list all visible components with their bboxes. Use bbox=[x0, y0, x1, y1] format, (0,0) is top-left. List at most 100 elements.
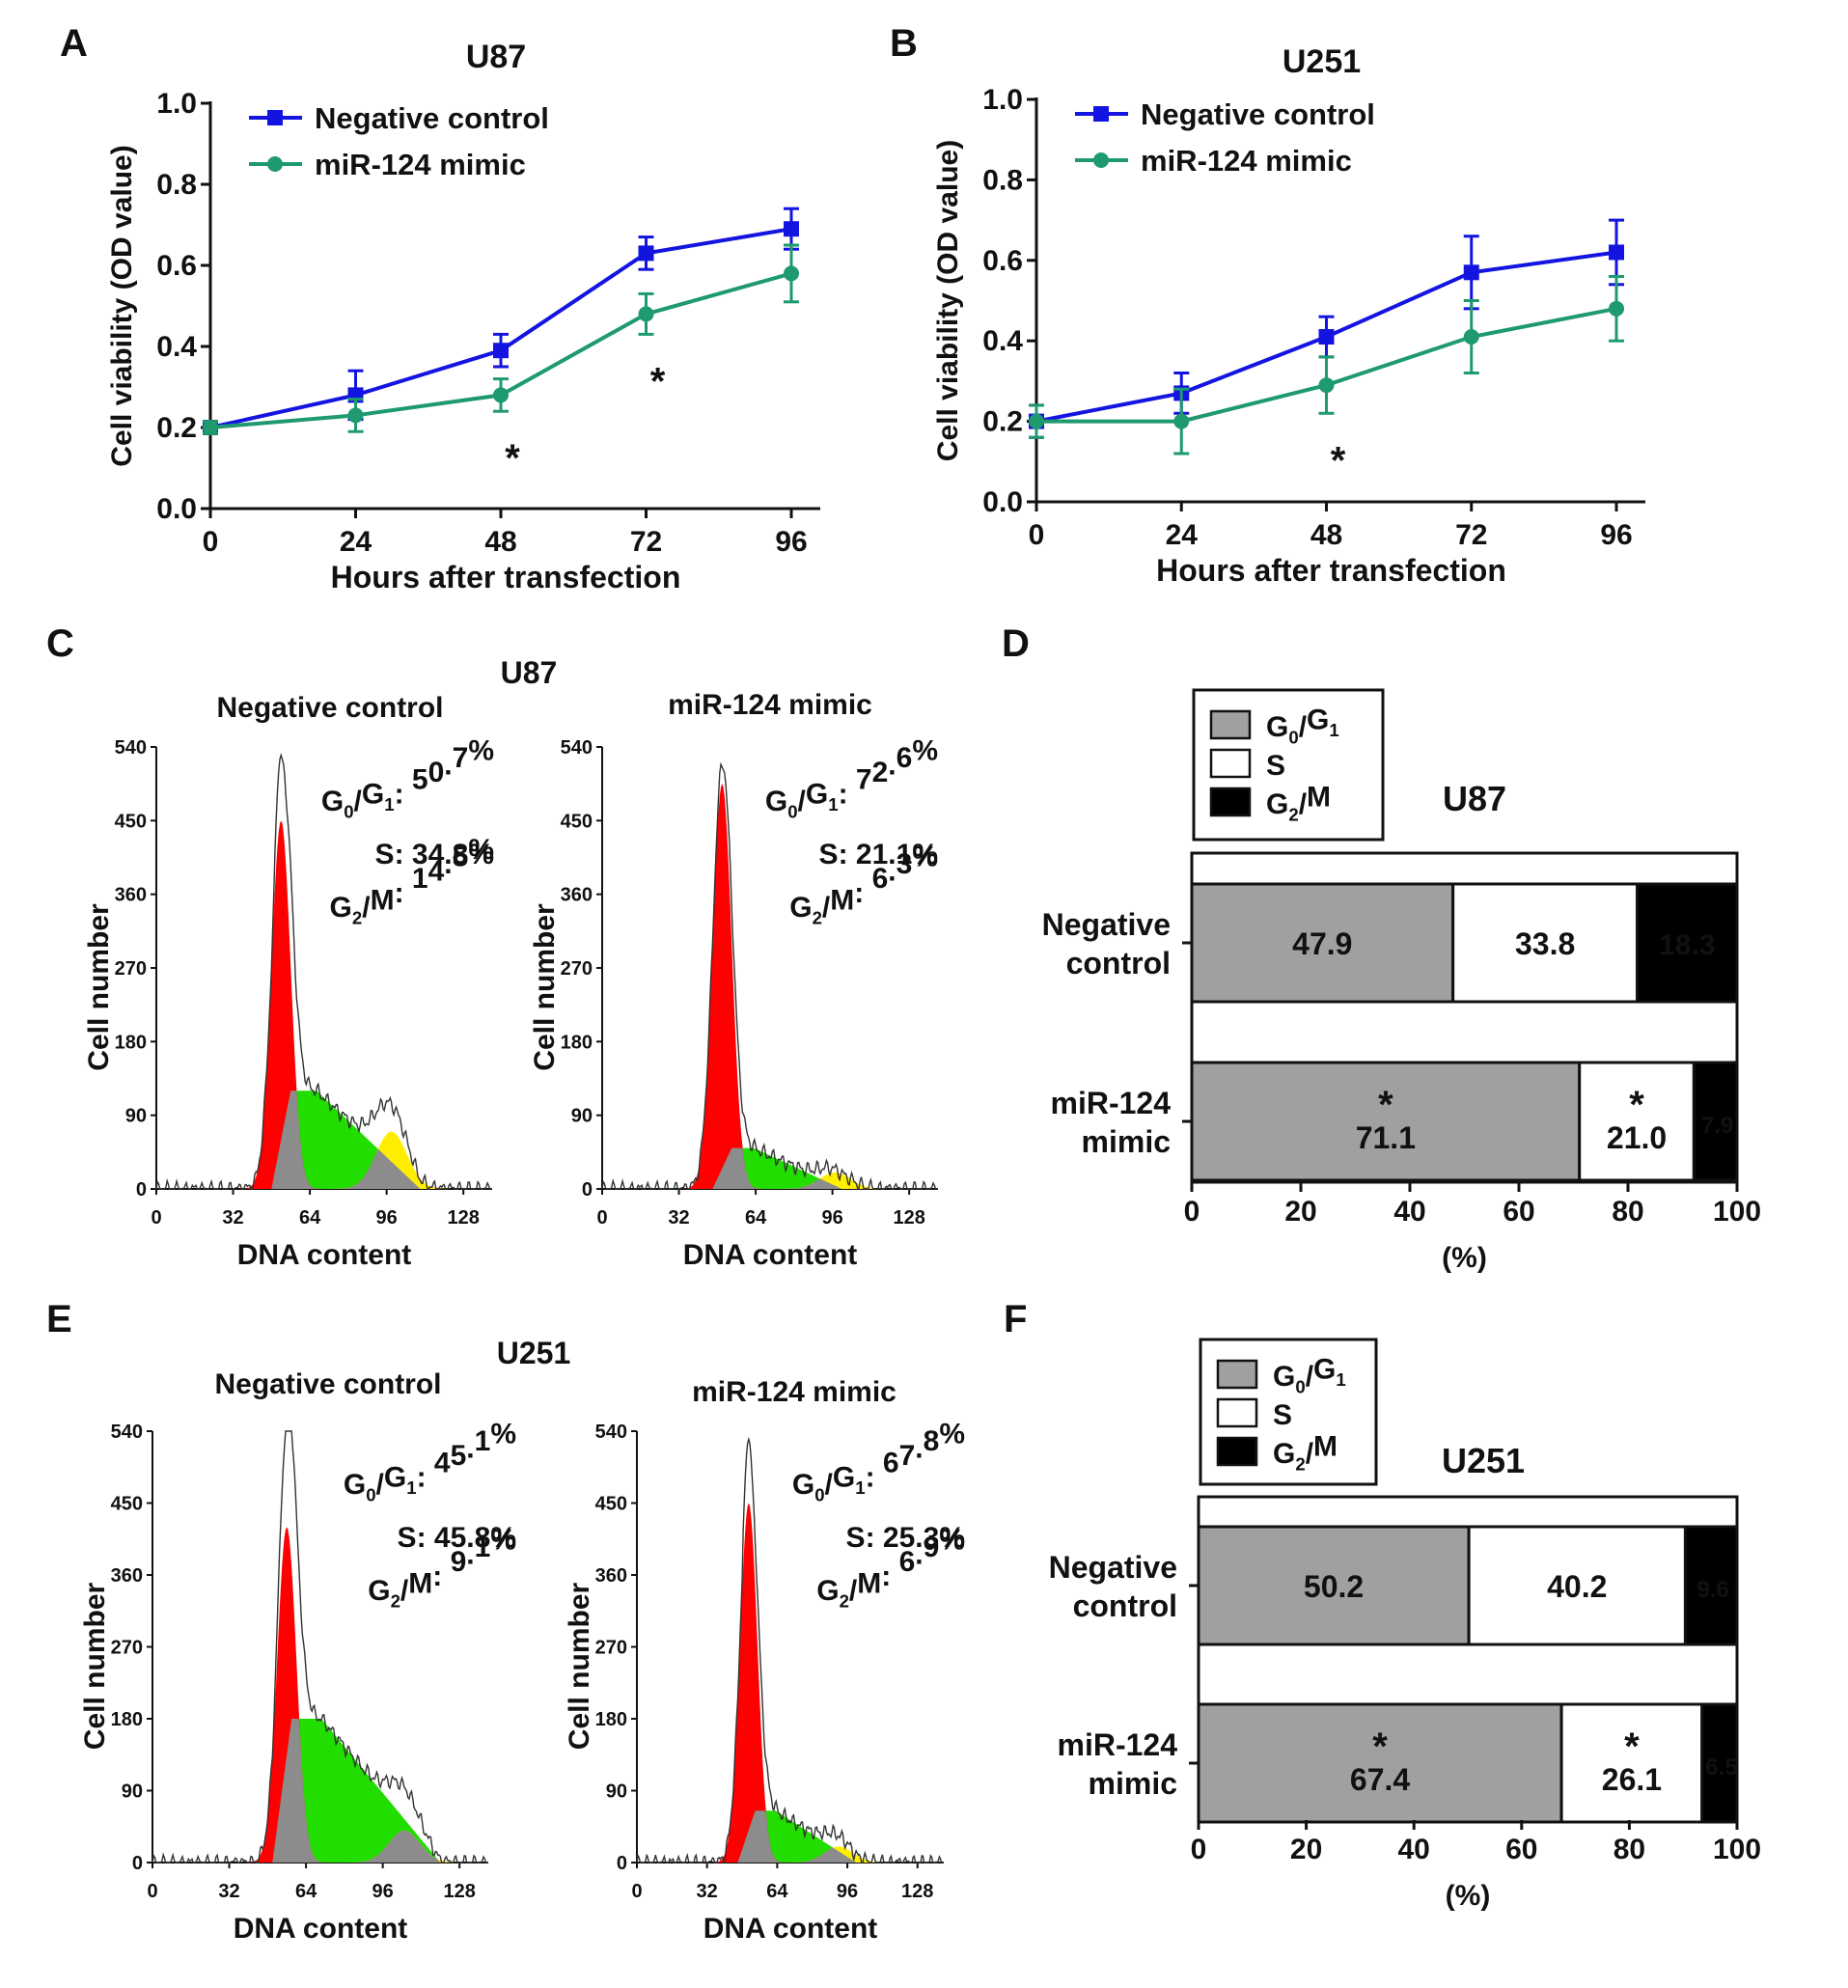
chart-d-legend-swatch bbox=[1209, 748, 1252, 779]
chart-d-legend-swatch bbox=[1209, 709, 1252, 740]
chart-f-category-label: miR-124 bbox=[1058, 1727, 1178, 1762]
chart-c-0-y-axis-label: Cell number bbox=[83, 903, 115, 1071]
chart-f-x-tick-label: 40 bbox=[1398, 1834, 1430, 1865]
chart-f-bar-value-label: 6.5 bbox=[1705, 1754, 1737, 1781]
chart-f-x-tick-label: 80 bbox=[1614, 1834, 1645, 1865]
chart-b-point bbox=[1463, 264, 1479, 281]
chart-e-0-x-axis-label: DNA content bbox=[234, 1913, 408, 1945]
chart-f-category-label: mimic bbox=[1089, 1766, 1177, 1801]
chart-a-legend-label: Negative control bbox=[315, 101, 549, 135]
chart-f-legend-swatch bbox=[1216, 1397, 1258, 1428]
chart-b-point bbox=[1609, 300, 1624, 317]
chart-b-legend-label: Negative control bbox=[1141, 97, 1375, 131]
chart-c-0-phase-label: G2/M: 14.5% bbox=[330, 834, 494, 928]
chart-e-0-phase-label: G2/M: 9.1% bbox=[368, 1525, 516, 1612]
chart-d-bar-value-label: 33.8 bbox=[1515, 926, 1575, 961]
panel-letter-f: F bbox=[1004, 1298, 1027, 1340]
chart-f-bar-value-label: 50.2 bbox=[1304, 1569, 1364, 1604]
chart-e-0-phase-label: S: 45.8% bbox=[398, 1522, 516, 1554]
chart-b-x-tick-label: 96 bbox=[1600, 519, 1632, 551]
chart-a-point bbox=[638, 245, 654, 262]
chart-e-0-subtitle: Negative control bbox=[214, 1368, 441, 1400]
chart-b-y-tick-label: 1.0 bbox=[982, 84, 1023, 116]
chart-c-1-x-tick-label: 96 bbox=[822, 1207, 843, 1229]
chart-c-1-y-tick-label: 90 bbox=[571, 1106, 593, 1127]
chart-f-x-tick-label: 20 bbox=[1290, 1834, 1322, 1865]
chart-c-1-y-tick-label: 270 bbox=[561, 958, 593, 980]
chart-d-legend-swatch bbox=[1209, 787, 1252, 817]
chart-a-y-tick-label: 0.4 bbox=[156, 331, 197, 363]
chart-a-point bbox=[347, 407, 364, 424]
chart-e-0-x-tick-label: 32 bbox=[218, 1881, 239, 1902]
chart-a-y-tick-label: 1.0 bbox=[156, 88, 197, 120]
chart-b-title: U251 bbox=[1283, 43, 1361, 80]
chart-d-bar-segment bbox=[1578, 1061, 1696, 1182]
chart-b-legend-marker bbox=[1093, 106, 1109, 122]
chart-c-1-x-tick-label: 64 bbox=[745, 1207, 767, 1229]
chart-c-0-y-tick-label: 540 bbox=[115, 737, 147, 759]
chart-c-0-overlap-area-g2 bbox=[156, 1148, 492, 1189]
chart-f-significance-star: * bbox=[1624, 1726, 1640, 1768]
chart-e-1-phase-label: G2/M: 6.9% bbox=[816, 1525, 965, 1612]
chart-d-category-label: Negative bbox=[1042, 907, 1171, 942]
chart-f-title: U251 bbox=[1442, 1441, 1525, 1480]
chart-d-bar-segment bbox=[1692, 1061, 1739, 1182]
chart-e-0-y-tick-label: 360 bbox=[111, 1565, 143, 1587]
chart-c-title: U87 bbox=[501, 655, 558, 690]
chart-c-1-y-tick-label: 360 bbox=[561, 885, 593, 906]
panel-letter-d: D bbox=[1002, 622, 1030, 665]
chart-d-legend-label: G0/G1 bbox=[1266, 704, 1339, 748]
chart-b-x-tick-label: 72 bbox=[1455, 519, 1487, 551]
chart-c-0-y-tick-label: 270 bbox=[115, 958, 147, 980]
chart-c-1-y-tick-label: 0 bbox=[582, 1179, 593, 1201]
chart-e-1-y-tick-label: 180 bbox=[595, 1709, 627, 1730]
chart-e-0-y-tick-label: 90 bbox=[122, 1781, 143, 1803]
chart-b-y-tick-label: 0.2 bbox=[982, 406, 1023, 438]
chart-f-x-axis-label: (%) bbox=[1446, 1880, 1491, 1912]
chart-c-1-x-tick-label: 128 bbox=[893, 1207, 924, 1229]
chart-c-1-x-tick-label: 32 bbox=[668, 1207, 689, 1229]
chart-b-x-tick-label: 48 bbox=[1310, 519, 1342, 551]
chart-f-bar-segment bbox=[1197, 1702, 1563, 1824]
chart-d-bar-segment bbox=[1451, 882, 1640, 1004]
chart-d-category-label: control bbox=[1066, 946, 1171, 980]
chart-a-x-tick-label: 96 bbox=[775, 526, 807, 558]
chart-f-legend-swatch bbox=[1216, 1436, 1258, 1467]
chart-c-1-y-tick-label: 540 bbox=[561, 737, 593, 759]
chart-a-significance-star: * bbox=[650, 360, 666, 402]
panel-letter-c: C bbox=[46, 622, 74, 665]
chart-b-legend-label: miR-124 mimic bbox=[1141, 144, 1352, 178]
chart-e-1-x-tick-label: 0 bbox=[631, 1881, 642, 1902]
chart-e-0-phase-label: G0/G1: 45.1% bbox=[344, 1419, 516, 1505]
chart-d-bar-value-label: 21.0 bbox=[1607, 1120, 1667, 1155]
chart-f-legend-label: S bbox=[1273, 1399, 1292, 1431]
chart-f-legend-swatch bbox=[1216, 1359, 1258, 1390]
chart-a-legend-marker bbox=[267, 156, 283, 172]
chart-e-0-y-tick-label: 540 bbox=[111, 1422, 143, 1443]
chart-e-title: U251 bbox=[497, 1336, 571, 1370]
chart-a-y-tick-label: 0.8 bbox=[156, 169, 197, 201]
chart-f-legend-label: G0/G1 bbox=[1273, 1354, 1346, 1397]
chart-c-0-x-tick-label: 64 bbox=[299, 1207, 321, 1229]
chart-d-x-tick-label: 0 bbox=[1184, 1196, 1200, 1228]
chart-b-y-tick-label: 0.4 bbox=[982, 325, 1023, 357]
chart-a-y-tick-label: 0.0 bbox=[156, 493, 197, 525]
chart-e-1-phase-label: S: 25.3% bbox=[846, 1522, 965, 1554]
chart-e-0-x-tick-label: 96 bbox=[372, 1881, 394, 1902]
chart-c-0-y-tick-label: 90 bbox=[125, 1106, 147, 1127]
chart-a-y-tick-label: 0.2 bbox=[156, 412, 197, 444]
chart-d-significance-star: * bbox=[1378, 1084, 1393, 1126]
chart-f-category-label: Negative bbox=[1049, 1550, 1177, 1585]
chart-a-x-tick-label: 72 bbox=[630, 526, 662, 558]
chart-e-1-x-tick-label: 128 bbox=[901, 1881, 933, 1902]
chart-b-point bbox=[1609, 244, 1624, 261]
chart-e-1-y-tick-label: 360 bbox=[595, 1565, 627, 1587]
chart-a-title: U87 bbox=[466, 39, 526, 75]
chart-c-0-x-tick-label: 0 bbox=[151, 1207, 161, 1229]
chart-b-x-axis-label: Hours after transfection bbox=[1156, 553, 1506, 588]
chart-a-point bbox=[784, 265, 799, 282]
chart-e-0-y-tick-label: 0 bbox=[132, 1853, 143, 1874]
panel-letter-e: E bbox=[46, 1298, 72, 1340]
chart-a-y-axis-label: Cell viability (OD value) bbox=[106, 145, 138, 466]
